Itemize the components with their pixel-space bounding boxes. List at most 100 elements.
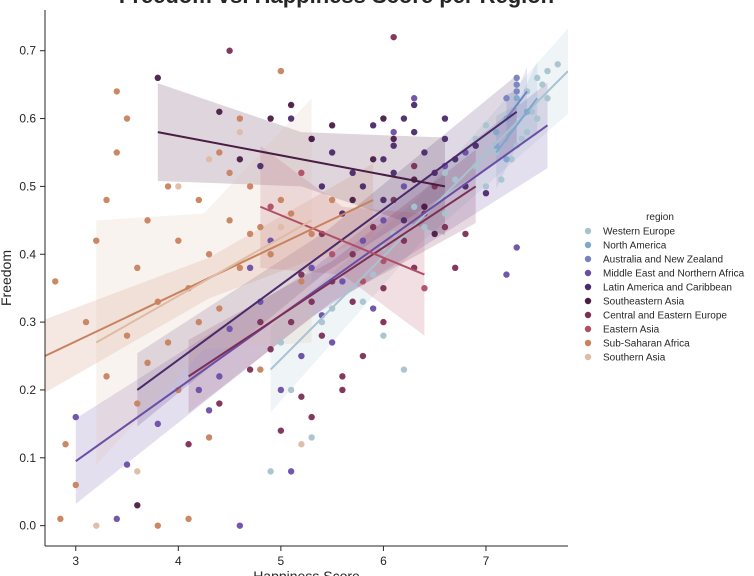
data-point [72, 481, 79, 489]
data-point [400, 115, 408, 122]
data-point [185, 441, 192, 448]
data-point [441, 169, 449, 177]
data-point [554, 61, 561, 68]
data-point [216, 400, 223, 407]
data-point [267, 346, 274, 353]
data-point [451, 264, 459, 272]
legend-label: Southern Asia [603, 353, 666, 364]
x-tick-label: 5 [278, 554, 285, 568]
x-tick-label: 4 [175, 554, 182, 568]
data-point [410, 128, 418, 136]
data-point [503, 271, 510, 278]
data-point [410, 95, 418, 102]
data-point [369, 305, 377, 312]
x-tick-label: 6 [380, 554, 387, 568]
data-point [400, 183, 408, 190]
data-point [482, 183, 490, 190]
legend-label: Latin America and Caribbean [603, 283, 732, 294]
legend-label: Southeastern Asia [603, 297, 685, 308]
data-point [390, 142, 397, 149]
data-point [544, 67, 551, 75]
data-point [277, 427, 285, 434]
data-point [380, 257, 387, 265]
data-point [82, 318, 90, 326]
data-point [410, 162, 418, 170]
data-point [441, 115, 449, 122]
data-point [298, 393, 305, 400]
data-point [390, 128, 397, 136]
data-point [205, 251, 213, 258]
data-point [410, 101, 418, 109]
data-point [539, 81, 546, 88]
data-point [236, 156, 244, 163]
data-point [349, 298, 356, 305]
data-point [328, 122, 336, 129]
data-point [246, 366, 254, 373]
data-point [421, 149, 428, 156]
data-point [257, 318, 264, 326]
data-point [380, 318, 387, 326]
data-point [154, 420, 162, 428]
data-point [380, 196, 387, 204]
regression-line-6 [188, 185, 477, 378]
data-point [195, 196, 203, 204]
data-point [236, 264, 244, 272]
legend-label: Central and Eastern Europe [603, 311, 727, 322]
data-point [144, 359, 151, 367]
legend-label: North America [603, 241, 667, 252]
data-point [134, 400, 141, 407]
data-point [359, 237, 367, 244]
data-point [390, 33, 397, 41]
data-point [277, 223, 285, 231]
data-point [216, 373, 223, 380]
data-point [236, 522, 244, 529]
regression-line-5 [157, 131, 446, 188]
data-point [57, 515, 64, 523]
legend-marker [584, 227, 592, 235]
data-point [236, 128, 244, 136]
legend-label: Eastern Asia [603, 325, 660, 336]
data-point [113, 149, 120, 156]
data-point [123, 332, 131, 339]
y-axis-label: Freedom [0, 250, 14, 306]
legend-label: Middle East and Northern Africa [603, 269, 745, 280]
data-point [451, 176, 459, 183]
data-point [513, 74, 520, 82]
data-point [369, 156, 377, 163]
data-point [359, 183, 367, 190]
data-point [226, 217, 233, 224]
data-point [431, 230, 438, 238]
data-point [205, 434, 213, 441]
data-point [462, 230, 469, 238]
data-point [410, 203, 418, 210]
x-axis-label: Happiness Score [253, 568, 360, 576]
regression-line-4 [136, 110, 518, 391]
data-point [93, 237, 100, 244]
data-point [287, 318, 295, 326]
data-point [349, 251, 356, 258]
y-tick-label: 0.7 [19, 44, 36, 58]
data-point [267, 468, 274, 475]
data-point [513, 88, 520, 95]
data-point [287, 101, 295, 109]
legend-marker [584, 339, 592, 347]
data-point [421, 223, 428, 231]
data-point [513, 95, 520, 102]
data-point [328, 196, 336, 204]
regression-line-7 [259, 205, 425, 276]
data-point [380, 156, 387, 163]
data-point [154, 522, 162, 529]
data-point [369, 271, 377, 278]
data-point [257, 366, 264, 373]
data-point [441, 223, 449, 231]
data-point [513, 244, 520, 251]
data-point [113, 88, 120, 95]
data-point [513, 81, 520, 88]
data-point [339, 278, 346, 285]
data-point [226, 47, 233, 54]
data-point [113, 515, 120, 523]
data-point [518, 135, 526, 143]
data-point [103, 373, 110, 380]
legend-marker [584, 283, 592, 291]
data-point [93, 522, 100, 529]
